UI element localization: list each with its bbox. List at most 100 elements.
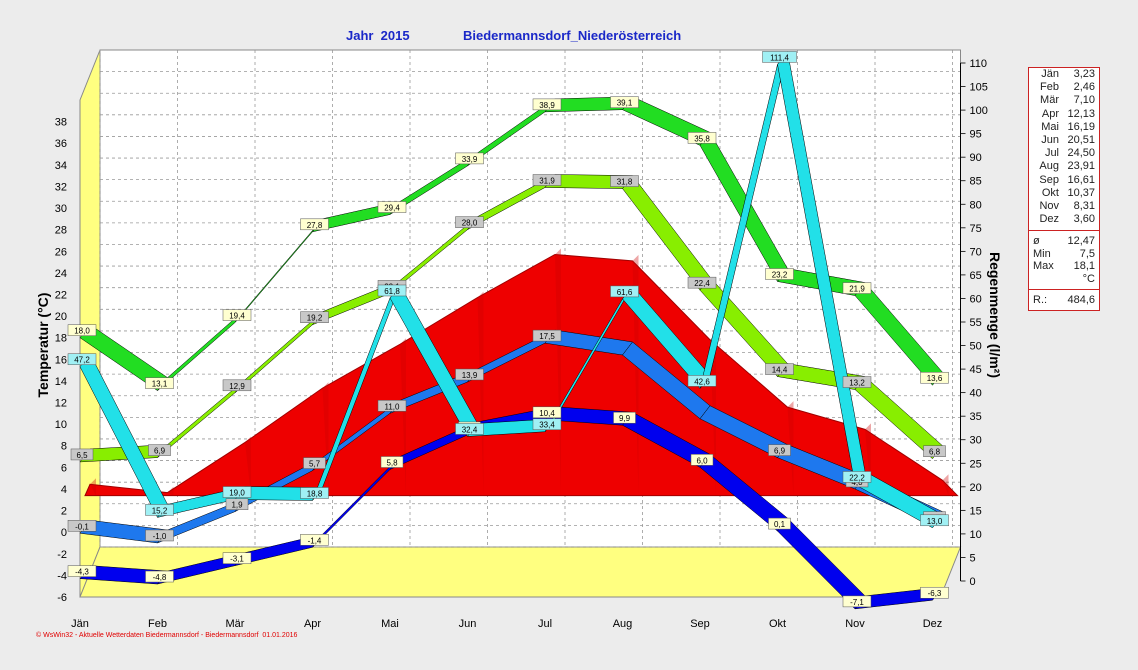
avgmin-label-box	[145, 529, 174, 542]
stats-month-label: Sep	[1039, 173, 1059, 186]
y-tick-label: 18	[55, 333, 67, 345]
stats-month-label: Jän	[1041, 68, 1059, 80]
stats-month-row: Dez 3,60	[1029, 213, 1099, 226]
y2-tick-label: 105	[970, 82, 988, 94]
y2-tick-label: 50	[970, 341, 982, 353]
avgmin-data-label: 6,9	[774, 447, 786, 456]
rain-label-box	[67, 353, 97, 365]
absmax-data-label: 18,0	[74, 327, 90, 336]
stats-month-row: Okt 10,37	[1029, 187, 1099, 200]
stats-month-row: Jun 20,51	[1029, 134, 1099, 147]
stats-month-row: Mär 7,10	[1029, 94, 1099, 107]
rain-data-label: 19,0	[229, 489, 245, 498]
y2-tick-label: 85	[970, 176, 982, 188]
avgmax-label-box	[532, 174, 562, 186]
rain-label-box	[762, 51, 797, 63]
avgmax-data-label: 12,9	[229, 382, 245, 391]
avgmin-data-label: -0,1	[75, 522, 89, 531]
chart-year-title: Jahr 2015	[346, 28, 410, 43]
absmin-data-label: -3,1	[230, 555, 244, 564]
absmax-label-box	[222, 309, 252, 321]
stats-month-value: 10,37	[1067, 186, 1095, 199]
rain-label-box	[610, 285, 639, 298]
rain-label-box	[532, 418, 562, 430]
rain-data-label: 33,4	[539, 421, 555, 430]
avgmin-label-box	[532, 329, 562, 342]
y-tick-label: 30	[55, 203, 67, 215]
stats-month-value: 7,10	[1073, 94, 1095, 107]
rain-data-label: 18,8	[307, 489, 323, 498]
absmin-data-label: -7,1	[850, 598, 864, 607]
x-tick-label: Jun	[459, 618, 477, 630]
stats-month-label: Aug	[1039, 160, 1059, 173]
absmax-label-box	[532, 98, 562, 111]
absmax-data-label: 13,1	[152, 380, 168, 389]
y-tick-label: 12	[55, 398, 67, 410]
rain-data-label: 13,0	[927, 517, 943, 526]
rain-label-box	[300, 487, 329, 499]
avgmax-data-label: 6,5	[76, 451, 88, 460]
stats-unit: °C	[1082, 272, 1095, 285]
absmin-data-label: 5,8	[386, 459, 398, 468]
x-tick-label: Jul	[538, 618, 552, 630]
rain-data-label: 61,8	[384, 287, 400, 296]
stats-month-label: Okt	[1041, 186, 1059, 199]
stats-month-label: Mai	[1041, 120, 1059, 133]
y2-tick-label: 0	[970, 576, 976, 588]
absmin-data-label: 0,1	[774, 520, 786, 529]
y2-tick-label: 110	[970, 58, 988, 70]
absmin-data-label: -4,3	[75, 568, 89, 577]
avgmax-label-box	[765, 363, 794, 375]
x-tick-label: Mär	[226, 618, 245, 630]
x-tick-label: Dez	[923, 618, 943, 630]
y2-tick-label: 10	[970, 529, 982, 541]
avgmax-label-box	[455, 216, 484, 228]
y-tick-label: 28	[55, 225, 67, 237]
absmax-label-box	[687, 132, 717, 144]
avgmax-label-box	[70, 448, 94, 461]
avgmax-label-box	[687, 276, 717, 289]
avgmax-data-label: 22,4	[694, 279, 710, 288]
absmax-label-box	[300, 218, 329, 231]
avgmin-data-label: 5,7	[309, 460, 321, 469]
stats-month-value: 24,50	[1067, 147, 1095, 160]
absmin-data-label: -6,3	[928, 589, 942, 598]
y-tick-label: 22	[55, 289, 67, 301]
rain-label-box	[145, 504, 174, 516]
avgmin-label-box	[225, 498, 249, 510]
y-tick-label: -2	[57, 549, 67, 561]
absmin-label-box	[842, 595, 872, 608]
rain-label-box	[920, 514, 949, 527]
x-tick-label: Mai	[381, 618, 399, 630]
x-tick-label: Okt	[769, 618, 786, 630]
rain-label-box	[377, 284, 407, 297]
avgmin-data-label: 11,0	[385, 402, 401, 411]
stats-month-row: Nov 8,31	[1029, 200, 1099, 213]
absmin-data-label: -1,4	[308, 536, 322, 545]
area-bar-shade	[555, 248, 561, 496]
stats-max-value: 18,1	[1073, 260, 1095, 273]
stats-month-row: Sep 16,61	[1029, 174, 1099, 187]
avgmax-label-box	[842, 376, 872, 388]
avgmin-label-box	[303, 457, 326, 469]
avgmax-data-label: 13,2	[849, 379, 865, 388]
y-tick-label: -4	[57, 570, 67, 582]
y2-tick-label: 60	[970, 293, 982, 305]
y-tick-label: 0	[61, 527, 67, 539]
absmin-label-box	[380, 456, 404, 468]
avgmin-data-label: 13,9	[462, 371, 478, 380]
y2-tick-label: 15	[970, 505, 982, 517]
stats-average-row: ø 12,47	[1029, 235, 1099, 248]
stats-month-row: Jul 24,50	[1029, 147, 1099, 160]
x-tick-label: Feb	[148, 618, 167, 630]
y-tick-label: 4	[61, 484, 67, 496]
monthly-average-table: Jän 3,23 Feb 2,46 Mär 7,10 Apr 12,13 Mai 16,19 Jun…	[1028, 67, 1100, 311]
rain-data-label: 47,2	[74, 356, 90, 365]
y2-tick-label: 100	[970, 105, 988, 117]
rain-data-label: 61,6	[617, 288, 633, 297]
y2-tick-label: 65	[970, 270, 982, 282]
y2-tick-label: 95	[970, 129, 982, 141]
stats-month-value: 16,61	[1067, 173, 1095, 186]
stats-month-label: Nov	[1039, 199, 1059, 212]
x-tick-label: Jän	[71, 618, 89, 630]
